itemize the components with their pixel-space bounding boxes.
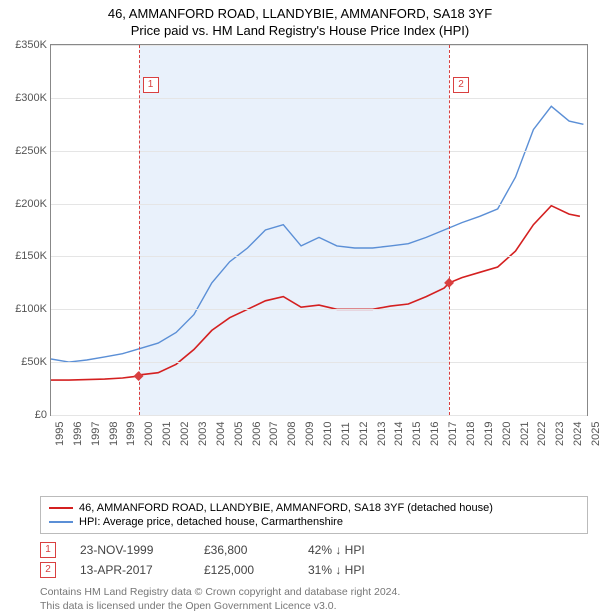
chart-container: 46, AMMANFORD ROAD, LLANDYBIE, AMMANFORD… <box>0 0 600 560</box>
x-tick-label: 2019 <box>483 422 495 446</box>
x-tick-label: 2020 <box>501 422 513 446</box>
x-tick-label: 1995 <box>54 422 66 446</box>
marker-date: 23-NOV-1999 <box>80 543 180 557</box>
legend-label: 46, AMMANFORD ROAD, LLANDYBIE, AMMANFORD… <box>79 502 493 514</box>
x-tick-label: 2012 <box>358 422 370 446</box>
footer: Contains HM Land Registry data © Crown c… <box>40 586 588 613</box>
marker-box-icon: 2 <box>40 562 56 578</box>
x-tick-label: 2016 <box>429 422 441 446</box>
marker-row: 2 13-APR-2017 £125,000 31% ↓ HPI <box>40 560 588 580</box>
x-tick-label: 2014 <box>393 422 405 446</box>
marker-price: £36,800 <box>204 543 284 557</box>
x-tick-label: 2022 <box>536 422 548 446</box>
legend: 46, AMMANFORD ROAD, LLANDYBIE, AMMANFORD… <box>40 496 588 534</box>
marker-delta: 31% ↓ HPI <box>308 563 365 577</box>
marker-delta: 42% ↓ HPI <box>308 543 365 557</box>
legend-row: HPI: Average price, detached house, Carm… <box>49 515 579 529</box>
footer-line: This data is licensed under the Open Gov… <box>40 600 588 613</box>
x-tick-label: 2000 <box>143 422 155 446</box>
x-tick-label: 2011 <box>340 422 352 446</box>
x-tick-label: 1996 <box>72 422 84 446</box>
x-tick-label: 2008 <box>286 422 298 446</box>
legend-swatch <box>49 521 73 523</box>
x-tick-label: 2013 <box>376 422 388 446</box>
y-tick-label: £50K <box>21 356 51 368</box>
x-tick-label: 2009 <box>304 422 316 446</box>
marker-date: 13-APR-2017 <box>80 563 180 577</box>
y-tick-label: £100K <box>15 303 51 315</box>
x-tick-label: 2021 <box>519 422 531 446</box>
y-tick-label: £0 <box>35 409 51 421</box>
series-hpi <box>51 106 583 362</box>
marker-box-icon: 2 <box>453 77 469 93</box>
y-tick-label: £200K <box>15 198 51 210</box>
x-tick-label: 2005 <box>233 422 245 446</box>
plot-area: £0£50K£100K£150K£200K£250K£300K£350K12 <box>50 44 588 416</box>
y-tick-label: £350K <box>15 39 51 51</box>
x-tick-label: 1998 <box>108 422 120 446</box>
x-tick-label: 1999 <box>125 422 137 446</box>
x-tick-label: 2025 <box>590 422 600 446</box>
y-tick-label: £300K <box>15 92 51 104</box>
title-line2: Price paid vs. HM Land Registry's House … <box>0 23 600 38</box>
x-tick-label: 2004 <box>215 422 227 446</box>
x-tick-label: 2023 <box>554 422 566 446</box>
series-svg <box>51 45 587 415</box>
x-tick-label: 2024 <box>572 422 584 446</box>
x-tick-label: 2007 <box>268 422 280 446</box>
x-tick-label: 1997 <box>90 422 102 446</box>
x-tick-label: 2017 <box>447 422 459 446</box>
x-axis-labels: 1995 1996 1997 1998 1999 2000 2001 2002 2003 2004… <box>50 416 588 456</box>
marker-row: 1 23-NOV-1999 £36,800 42% ↓ HPI <box>40 540 588 560</box>
title-block: 46, AMMANFORD ROAD, LLANDYBIE, AMMANFORD… <box>0 0 600 38</box>
y-tick-label: £250K <box>15 145 51 157</box>
legend-row: 46, AMMANFORD ROAD, LLANDYBIE, AMMANFORD… <box>49 501 579 515</box>
legend-label: HPI: Average price, detached house, Carm… <box>79 516 343 528</box>
series-price_paid <box>51 206 580 380</box>
x-tick-label: 2003 <box>197 422 209 446</box>
marker-price: £125,000 <box>204 563 284 577</box>
marker-table: 1 23-NOV-1999 £36,800 42% ↓ HPI 2 13-APR… <box>40 540 588 580</box>
x-tick-label: 2015 <box>411 422 423 446</box>
x-tick-label: 2006 <box>251 422 263 446</box>
marker-box-icon: 1 <box>143 77 159 93</box>
footer-line: Contains HM Land Registry data © Crown c… <box>40 586 588 600</box>
legend-swatch <box>49 507 73 509</box>
x-tick-label: 2010 <box>322 422 334 446</box>
x-tick-label: 2018 <box>465 422 477 446</box>
x-tick-label: 2001 <box>161 422 173 446</box>
x-tick-label: 2002 <box>179 422 191 446</box>
y-tick-label: £150K <box>15 250 51 262</box>
title-line1: 46, AMMANFORD ROAD, LLANDYBIE, AMMANFORD… <box>0 6 600 21</box>
marker-box-icon: 1 <box>40 542 56 558</box>
